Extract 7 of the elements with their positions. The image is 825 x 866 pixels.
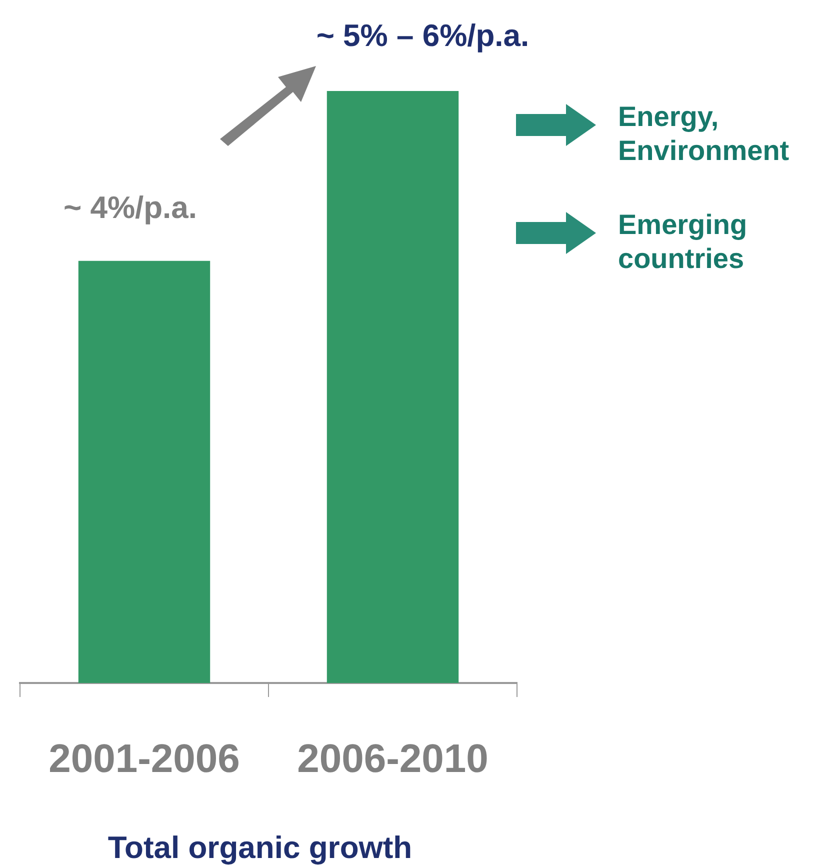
x-axis-title: Total organic growth <box>108 830 412 865</box>
text: Emerging countries <box>618 208 748 276</box>
text: ~ 5% – 6%/p.a. <box>316 18 530 53</box>
x-tick-label: 2006-2010 <box>297 737 488 782</box>
annotation: ~ 4%/p.a. <box>63 190 198 225</box>
text: Energy, Environment <box>618 100 790 168</box>
x-tick-label: 2001-2006 <box>48 737 240 782</box>
